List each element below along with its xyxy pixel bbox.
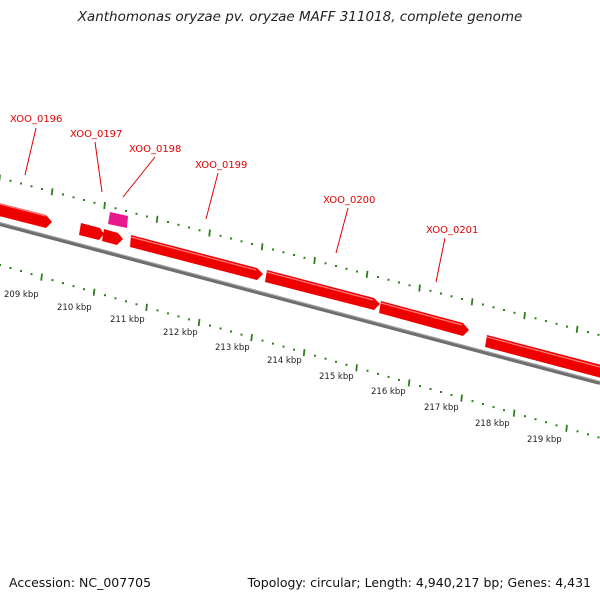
- gene-feature-xoo-0201[interactable]: [379, 301, 469, 336]
- scale-label: 218 kbp: [475, 419, 510, 429]
- top-tick-major: [50, 188, 54, 196]
- gene-feature-xoo-0198-rna[interactable]: [108, 212, 128, 228]
- scale-label: 219 kbp: [527, 435, 562, 445]
- top-tick-major: [365, 270, 369, 278]
- top-tick-major: [313, 256, 316, 265]
- scale-label: 209 kbp: [4, 290, 39, 300]
- gene-highlight: [130, 236, 257, 271]
- gene-label-xoo-0197[interactable]: XOO_0197: [70, 129, 122, 140]
- callout-line-xoo-0197: [94, 141, 103, 193]
- gene-label-xoo-0198[interactable]: XOO_0198: [129, 144, 181, 155]
- scale-label: 211 kbp: [110, 315, 145, 325]
- bottom-tick-major: [250, 333, 253, 342]
- gene-feature-xoo-0198[interactable]: [102, 229, 123, 245]
- bottom-tick-major: [40, 273, 43, 281]
- scale-label: 217 kbp: [424, 403, 459, 413]
- topology-text: Topology: circular; Length: 4,940,217 bp…: [247, 575, 591, 590]
- callout-line-xoo-0198: [122, 156, 156, 198]
- gene-feature-xoo-0200[interactable]: [265, 270, 380, 310]
- gene-label-xoo-0200[interactable]: XOO_0200: [323, 195, 375, 206]
- gene-feature-xoo-0196[interactable]: [0, 202, 52, 228]
- top-tick-major: [155, 215, 159, 223]
- bottom-tick-major: [302, 349, 306, 357]
- scale-label: 212 kbp: [163, 328, 198, 338]
- scale-label: 213 kbp: [215, 343, 250, 353]
- top-tick-major: [418, 284, 421, 292]
- callout-line-xoo-0201: [435, 237, 446, 283]
- bottom-tick-major: [197, 318, 201, 327]
- scale-label: 215 kbp: [319, 372, 354, 382]
- callout-line-xoo-0196: [24, 127, 37, 176]
- page-title: Xanthomonas oryzae pv. oryzae MAFF 31101…: [77, 9, 523, 25]
- gene-highlight: [380, 302, 463, 326]
- gene-label-xoo-0201[interactable]: XOO_0201: [426, 225, 478, 236]
- bottom-tick-major: [512, 409, 516, 417]
- gene-label-xoo-0199[interactable]: XOO_0199: [195, 160, 247, 171]
- top-tick-major: [208, 229, 211, 237]
- gene-highlight: [266, 271, 374, 301]
- bottom-tick-major: [355, 364, 358, 372]
- gene-label-xoo-0196[interactable]: XOO_0196: [10, 114, 62, 125]
- bottom-tick-major: [145, 303, 148, 311]
- scale-label: 216 kbp: [371, 387, 406, 397]
- genome-backbone-highlight: [0, 222, 600, 382]
- gene-feature-xoo-0199[interactable]: [130, 235, 263, 280]
- top-tick-major: [470, 298, 474, 306]
- gene-feature-xoo-0197[interactable]: [79, 223, 104, 240]
- gene-highlight: [486, 336, 600, 368]
- bottom-tick-major: [92, 288, 96, 296]
- genome-backbone: [0, 222, 600, 385]
- bottom-tick-major: [407, 379, 411, 387]
- top-tick-major: [575, 325, 579, 333]
- top-tick-major: [103, 201, 106, 210]
- gene-feature-xoo-0202[interactable]: [485, 335, 600, 379]
- top-tick-major: [523, 311, 526, 320]
- bottom-scale-ticks: [0, 264, 600, 439]
- accession-text: Accession: NC_007705: [9, 575, 152, 590]
- scale-label: 210 kbp: [57, 303, 92, 313]
- callout-line-xoo-0200: [335, 207, 349, 254]
- bottom-tick-major: [565, 424, 568, 432]
- top-tick-major: [260, 243, 264, 251]
- scale-label: 214 kbp: [267, 356, 302, 366]
- top-scale-ticks: [0, 174, 600, 336]
- bottom-tick-major: [460, 394, 463, 402]
- gene-highlight: [0, 203, 47, 217]
- callout-line-xoo-0199: [205, 172, 219, 220]
